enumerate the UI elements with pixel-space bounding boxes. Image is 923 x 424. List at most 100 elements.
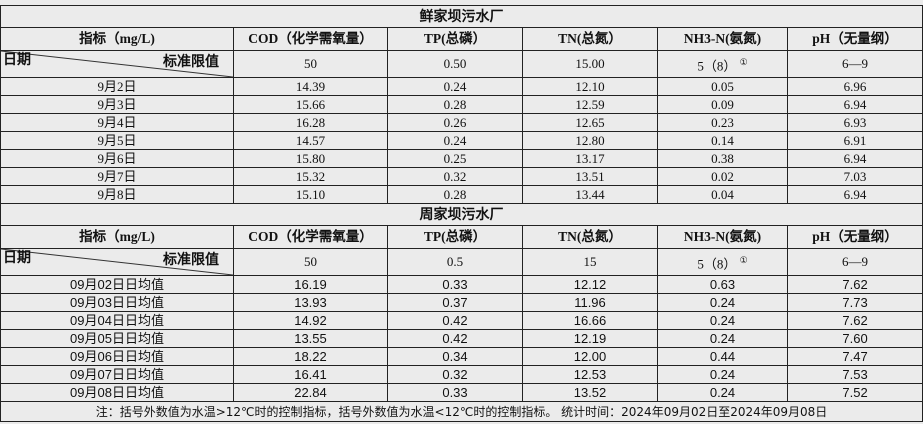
table-row: 9月6日 15.80 0.25 13.17 0.38 6.94 xyxy=(0,149,923,168)
date-cell: 09月06日日均值 xyxy=(0,347,234,366)
value-cell: 12.59 xyxy=(522,95,658,114)
date-cell: 9月3日 xyxy=(0,95,234,114)
table-row: 09月07日日均值 16.41 0.32 12.53 0.24 7.53 xyxy=(0,365,923,384)
header-cell: TP(总磷） xyxy=(387,225,523,249)
value-cell: 14.92 xyxy=(233,311,388,330)
standard-value: 5（8） ① xyxy=(657,50,788,78)
value-cell: 7.62 xyxy=(786,311,923,330)
header-row: 指标（mg/L) COD（化学需氧量） TP(总磷） TN(总氮） NH3-N(氨氮) p… xyxy=(0,225,923,249)
date-cell: 09月05日日均值 xyxy=(0,329,234,348)
value-cell: 0.34 xyxy=(387,347,523,366)
value-cell: 0.05 xyxy=(657,77,788,96)
date-standard-diagonal-cell: 日期 标准限值 xyxy=(0,248,234,276)
value-cell: 14.39 xyxy=(233,77,388,96)
date-cell: 09月04日日均值 xyxy=(0,311,234,330)
header-nh3n: NH3-N(氨氮) xyxy=(657,225,788,249)
value-cell: 0.44 xyxy=(657,347,788,366)
value-cell: 0.32 xyxy=(387,167,523,186)
header-cell: pH（无量纲） xyxy=(786,225,923,249)
value-cell: 0.24 xyxy=(657,329,788,348)
standard-label: 标准限值 xyxy=(163,54,219,70)
value-cell: 15.66 xyxy=(233,95,388,114)
value-cell: 12.00 xyxy=(522,347,658,366)
value-cell: 18.22 xyxy=(233,347,388,366)
standard-row: 日期 标准限值 50 0.50 15.00 5（8） ① 6—9 xyxy=(0,50,923,78)
standard-value-text: 0.5 xyxy=(446,254,464,269)
standard-value-text: 0.50 xyxy=(443,56,467,71)
standard-value-text: 6—9 xyxy=(842,56,869,71)
value-cell: 0.23 xyxy=(657,113,788,132)
header-cell: COD（化学需氧量） xyxy=(233,225,388,249)
value-cell: 0.63 xyxy=(657,275,788,294)
value-cell: 12.12 xyxy=(522,275,658,294)
value-cell: 16.66 xyxy=(522,311,658,330)
value-cell: 13.51 xyxy=(522,167,658,186)
standard-value: 6—9 xyxy=(786,248,923,276)
header-cell: COD（化学需氧量） xyxy=(233,27,388,51)
table-row: 09月05日日均值 13.55 0.42 12.19 0.24 7.60 xyxy=(0,329,923,348)
date-cell: 9月6日 xyxy=(0,149,234,168)
standard-value: 50 xyxy=(233,248,388,276)
value-cell: 0.24 xyxy=(657,383,788,402)
header-cell: 指标（mg/L) xyxy=(0,27,234,51)
value-cell: 6.94 xyxy=(786,185,923,204)
value-cell: 11.96 xyxy=(522,293,658,312)
value-cell: 22.84 xyxy=(233,383,388,402)
value-cell: 0.37 xyxy=(387,293,523,312)
diagonal-line xyxy=(1,51,233,77)
standard-value: 50 xyxy=(233,50,388,78)
value-cell: 0.42 xyxy=(387,329,523,348)
value-cell: 0.24 xyxy=(387,77,523,96)
table-row: 09月03日日均值 13.93 0.37 11.96 0.24 7.73 xyxy=(0,293,923,312)
header-cell: 指标（mg/L) xyxy=(0,225,234,249)
value-cell: 15.32 xyxy=(233,167,388,186)
date-cell: 09月03日日均值 xyxy=(0,293,234,312)
date-cell: 9月2日 xyxy=(0,77,234,96)
date-label: 日期 xyxy=(3,52,31,68)
footnote-marker: ① xyxy=(739,254,748,265)
value-cell: 12.19 xyxy=(522,329,658,348)
value-cell: 0.25 xyxy=(387,149,523,168)
header-cell: pH（无量纲） xyxy=(786,27,923,51)
standard-value-text: 6—9 xyxy=(842,254,869,269)
value-cell: 0.24 xyxy=(657,311,788,330)
value-cell: 0.38 xyxy=(657,149,788,168)
note-row: 注：括号外数值为水温>12℃时的控制指标，括号外数值为水温<12℃时的控制指标。… xyxy=(0,401,923,422)
standard-value: 5（8） ① xyxy=(657,248,788,276)
diagonal-line xyxy=(1,249,233,275)
value-cell: 16.19 xyxy=(233,275,388,294)
value-cell: 6.91 xyxy=(786,131,923,150)
standard-row: 日期 标准限值 50 0.5 15 5（8） ① 6—9 xyxy=(0,248,923,276)
value-cell: 12.80 xyxy=(522,131,658,150)
value-cell: 0.32 xyxy=(387,365,523,384)
table-row: 09月04日日均值 14.92 0.42 16.66 0.24 7.62 xyxy=(0,311,923,330)
value-cell: 0.28 xyxy=(387,185,523,204)
date-cell: 09月08日日均值 xyxy=(0,383,234,402)
standard-value: 0.50 xyxy=(387,50,523,78)
value-cell: 7.62 xyxy=(786,275,923,294)
value-cell: 6.94 xyxy=(786,149,923,168)
value-cell: 0.09 xyxy=(657,95,788,114)
value-cell: 13.55 xyxy=(233,329,388,348)
plant-title-row: 周家坝污水厂 xyxy=(0,203,923,226)
value-cell: 12.53 xyxy=(522,365,658,384)
standard-label: 标准限值 xyxy=(163,252,219,268)
standard-value: 15 xyxy=(522,248,658,276)
value-cell: 0.33 xyxy=(387,383,523,402)
value-cell: 16.28 xyxy=(233,113,388,132)
header-cell: TN(总氮） xyxy=(522,27,658,51)
plant-name: 周家坝污水厂 xyxy=(0,203,923,226)
standard-value-text: 50 xyxy=(304,56,317,71)
value-cell: 0.24 xyxy=(657,365,788,384)
value-cell: 0.02 xyxy=(657,167,788,186)
header-cell: TP(总磷） xyxy=(387,27,523,51)
value-cell: 15.80 xyxy=(233,149,388,168)
note-text: 注：括号外数值为水温>12℃时的控制指标，括号外数值为水温<12℃时的控制指标。… xyxy=(0,401,923,422)
value-cell: 0.33 xyxy=(387,275,523,294)
standard-value-text: 5（8） xyxy=(697,256,737,272)
value-cell: 0.24 xyxy=(387,131,523,150)
value-cell: 0.04 xyxy=(657,185,788,204)
value-cell: 6.96 xyxy=(786,77,923,96)
value-cell: 7.47 xyxy=(786,347,923,366)
value-cell: 13.44 xyxy=(522,185,658,204)
